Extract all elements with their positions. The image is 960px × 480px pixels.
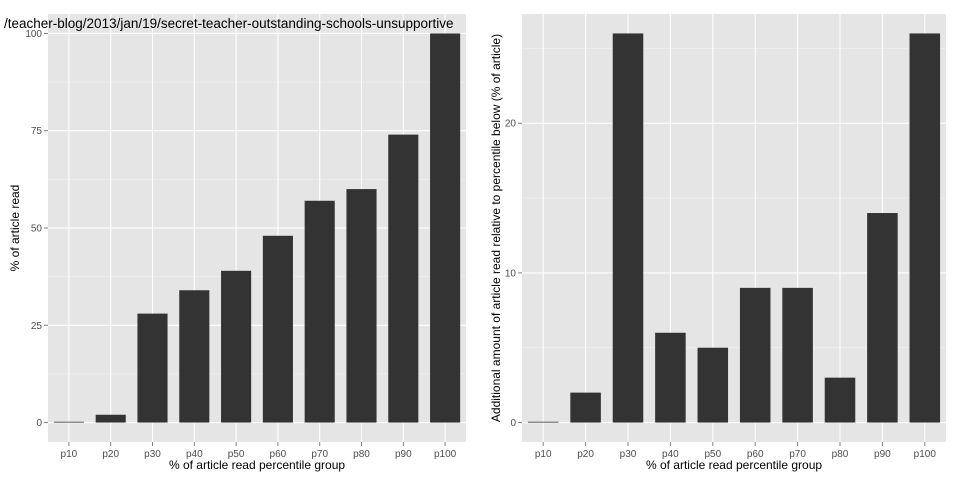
bar-p30 — [612, 33, 644, 423]
y-tick-label: 0 — [36, 418, 42, 429]
x-tick-label: p30 — [144, 449, 161, 460]
bar-p50 — [221, 270, 252, 423]
x-tick-label: p30 — [620, 449, 637, 460]
bar-p70 — [782, 287, 813, 423]
x-tick-label: p50 — [228, 449, 245, 460]
bar-p40 — [655, 332, 686, 423]
y-axis-title: % of article read — [8, 185, 22, 272]
x-tick-label: p90 — [395, 449, 412, 460]
bar-p60 — [739, 287, 771, 423]
bar-p20 — [95, 414, 126, 423]
plot-title: /teacher-blog/2013/jan/19/secret-teacher… — [4, 16, 454, 31]
bar-p80 — [346, 189, 377, 423]
x-tick-label: p20 — [102, 449, 119, 460]
x-tick-label: p80 — [353, 449, 370, 460]
x-tick-label: p60 — [747, 449, 764, 460]
bar-p70 — [304, 200, 335, 423]
y-tick-label: 0 — [510, 418, 516, 429]
bar-p80 — [824, 377, 856, 423]
left-panel: 0 25 50 75 100 p10 p20 p30 p40 p50 p60 p70 p80 p90 p10… — [4, 14, 466, 472]
bar-p30 — [137, 313, 168, 423]
y-tick-label: 10 — [505, 268, 517, 279]
y-axis-title: Additional amount of article read relati… — [489, 34, 503, 422]
bar-p20 — [570, 392, 601, 423]
bar-p100 — [430, 33, 461, 423]
bar-p40 — [179, 290, 210, 423]
bar-p100 — [909, 33, 941, 423]
bar-p10 — [527, 421, 559, 423]
x-tick-label: p40 — [662, 449, 679, 460]
x-tick-label: p10 — [535, 449, 552, 460]
bar-p60 — [262, 235, 293, 423]
x-tick-label: p100 — [434, 449, 457, 460]
x-tick-label: p60 — [270, 449, 287, 460]
x-tick-label: p40 — [186, 449, 203, 460]
x-tick-label: p70 — [311, 449, 328, 460]
x-tick-label: p100 — [914, 449, 937, 460]
bar-p50 — [697, 347, 729, 423]
bar-p90 — [388, 134, 419, 423]
x-tick-label: p50 — [704, 449, 721, 460]
y-tick-label: 75 — [31, 126, 43, 137]
x-tick-label: p90 — [874, 449, 891, 460]
y-tick-label: 50 — [31, 224, 43, 235]
x-tick-label: p20 — [577, 449, 594, 460]
x-tick-label: p10 — [61, 449, 78, 460]
x-axis-title: % of article read percentile group — [169, 458, 345, 472]
x-tick-label: p80 — [832, 449, 849, 460]
y-tick-label: 100 — [25, 29, 42, 40]
x-axis-title: % of article read percentile group — [646, 458, 822, 472]
x-tick-label: p70 — [789, 449, 806, 460]
bar-p10 — [53, 421, 84, 423]
y-tick-label: 20 — [505, 119, 517, 130]
bar-p90 — [867, 213, 898, 423]
right-panel: 0 10 20 p10 p20 p30 p40 p50 p60 p70 p80 p90 p100 % of… — [489, 14, 946, 472]
y-tick-label: 25 — [31, 321, 43, 332]
